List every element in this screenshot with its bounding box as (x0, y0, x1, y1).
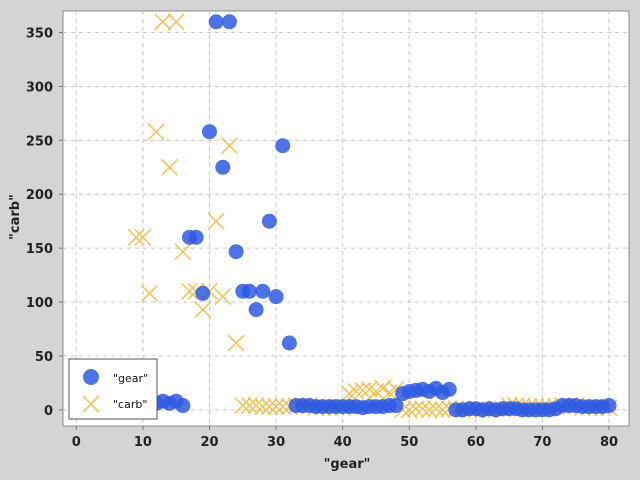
carb-point (274, 398, 292, 416)
carb-point (267, 398, 285, 416)
legend-carb-marker (82, 395, 100, 413)
x-tick-label: 0 (72, 435, 81, 450)
carb-point (414, 400, 432, 418)
carb-point (154, 13, 172, 31)
legend-gear-label: "gear" (113, 372, 148, 385)
carb-point (174, 243, 192, 261)
gear-point (221, 14, 237, 30)
y-tick-label: 200 (26, 188, 53, 203)
carb-point (227, 334, 245, 352)
y-tick-label: 150 (26, 242, 53, 257)
gear-point (188, 229, 204, 245)
carb-point (247, 397, 265, 415)
gear-point (275, 138, 291, 154)
legend: "gear" "carb" (68, 358, 158, 420)
gear-point (195, 285, 211, 301)
y-tick-label: 50 (35, 350, 53, 365)
axes: 0 10 20 30 40 50 60 70 80 0 50 100 150 200 250 300 350 (26, 27, 618, 450)
carb-point (240, 397, 258, 415)
x-tick-label: 20 (200, 435, 218, 450)
x-tick-label: 60 (467, 435, 485, 450)
carb-point (234, 397, 252, 415)
x-tick-label: 70 (533, 435, 551, 450)
carb-point (260, 398, 278, 416)
gear-point (255, 283, 271, 299)
y-tick-label: 300 (26, 80, 53, 95)
x-tick-label: 80 (600, 435, 618, 450)
x-tick-label: 30 (267, 435, 285, 450)
carb-point (420, 401, 438, 419)
gear-point (261, 213, 277, 229)
carb-point (400, 401, 418, 419)
carb-point (434, 401, 452, 419)
x-tick-label: 50 (400, 435, 418, 450)
carb-point (360, 380, 378, 398)
legend-gear-marker (83, 369, 99, 385)
legend-carb-label: "carb" (113, 398, 147, 411)
y-tick-label: 350 (26, 27, 53, 42)
x-tick-label: 10 (134, 435, 152, 450)
legend-box (68, 358, 158, 420)
carb-point (407, 400, 425, 418)
carb-point (127, 228, 145, 246)
carb-point (181, 282, 199, 300)
gear-point (208, 14, 224, 30)
carb-point (167, 13, 185, 31)
y-tick-label: 250 (26, 134, 53, 149)
y-axis-label: "carb" (8, 194, 23, 240)
x-tick-label: 40 (334, 435, 352, 450)
carb-point (340, 385, 358, 403)
carb-point (194, 301, 212, 319)
y-tick-label: 0 (44, 404, 53, 419)
carb-point (254, 398, 272, 416)
gear-point (248, 302, 264, 318)
carb-point (220, 137, 238, 155)
carb-point (141, 284, 159, 302)
gear-point (601, 398, 617, 414)
carb-point (354, 381, 372, 399)
gear-point (215, 159, 231, 175)
carb-point (134, 228, 152, 246)
carb-point (147, 123, 165, 141)
plot-area (62, 10, 630, 427)
gear-point (268, 289, 284, 305)
y-tick-label: 100 (26, 296, 53, 311)
carb-point (207, 212, 225, 230)
gear-point (388, 398, 404, 414)
gear-point (175, 398, 191, 414)
carb-point (427, 400, 445, 418)
gear-point (228, 244, 244, 260)
grid-lines (63, 11, 629, 426)
gear-point (201, 124, 217, 140)
carb-point (214, 288, 232, 306)
gear-point (441, 381, 457, 397)
gear-point (281, 335, 297, 351)
gear-point (241, 283, 257, 299)
x-axis-label: "gear" (324, 457, 371, 472)
carb-point (161, 158, 179, 176)
